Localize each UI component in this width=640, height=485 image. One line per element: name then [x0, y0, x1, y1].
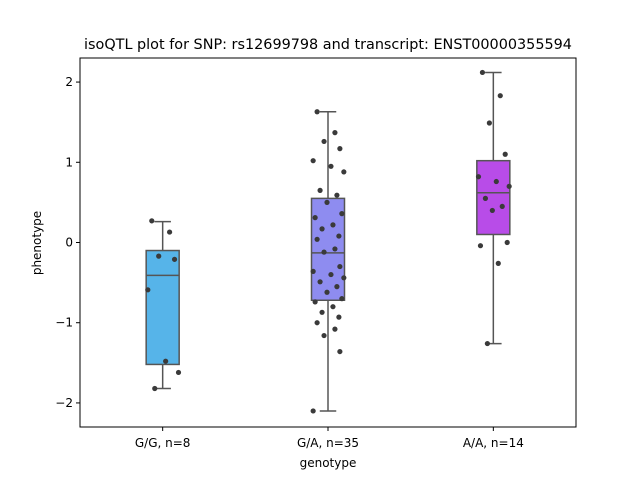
data-point: [336, 233, 342, 239]
data-point: [314, 109, 320, 115]
data-point: [337, 348, 343, 355]
data-point: [495, 260, 501, 266]
data-point: [328, 271, 334, 278]
x-tick-label: G/A, n=35: [297, 436, 359, 450]
data-point: [312, 299, 318, 305]
x-axis: G/G, n=8 G/A, n=35 A/A, n=14: [135, 427, 524, 450]
data-point: [477, 243, 484, 249]
x-tick-label: A/A, n=14: [463, 436, 524, 450]
plot-area: [145, 69, 512, 414]
data-point: [504, 239, 510, 246]
data-point: [336, 314, 342, 320]
box-iqr: [310, 197, 346, 302]
data-point: [337, 146, 343, 152]
y-tick-label: 0: [65, 236, 73, 250]
data-point: [321, 332, 327, 339]
y-axis-label: phenotype: [30, 211, 44, 275]
data-point: [171, 256, 178, 262]
data-point: [334, 284, 340, 290]
data-point: [332, 246, 338, 252]
data-point: [328, 163, 334, 169]
box-iqr: [145, 249, 180, 366]
data-point: [310, 408, 316, 414]
data-point: [314, 236, 320, 242]
data-point: [163, 358, 169, 364]
data-point: [334, 192, 340, 198]
data-point: [317, 187, 323, 193]
data-point: [341, 169, 347, 175]
data-point: [330, 304, 336, 310]
y-tick-label: −2: [55, 396, 73, 410]
y-axis: −2 −1 0 1 2: [55, 75, 80, 410]
data-point: [149, 218, 155, 224]
data-point: [321, 249, 327, 255]
box-group: [475, 69, 512, 347]
data-point: [339, 211, 345, 217]
data-point: [330, 222, 336, 228]
data-point: [314, 320, 320, 326]
data-point: [321, 138, 327, 145]
data-point: [332, 326, 338, 332]
data-point: [166, 229, 173, 235]
x-axis-label: genotype: [300, 456, 357, 470]
data-point: [312, 215, 318, 221]
box-group: [145, 218, 182, 392]
data-point: [337, 263, 343, 270]
data-point: [145, 287, 151, 293]
data-point: [489, 207, 495, 214]
data-point: [317, 279, 323, 285]
data-point: [497, 93, 503, 99]
data-point: [484, 340, 490, 347]
data-point: [324, 199, 330, 205]
box-iqr: [476, 159, 511, 236]
data-point: [499, 203, 505, 210]
data-point: [156, 253, 162, 259]
data-point: [324, 289, 330, 295]
data-point: [493, 178, 499, 185]
x-tick-label: G/G, n=8: [135, 436, 191, 450]
box-group: [310, 109, 347, 414]
y-tick-label: 1: [65, 155, 73, 169]
data-point: [506, 183, 512, 189]
data-point: [502, 151, 508, 157]
data-point: [310, 158, 316, 164]
data-point: [475, 174, 482, 180]
data-point: [486, 120, 492, 126]
data-point: [339, 296, 345, 302]
data-point: [152, 385, 158, 392]
data-point: [482, 195, 489, 201]
data-point: [341, 275, 347, 281]
y-tick-label: 2: [65, 75, 73, 89]
data-point: [310, 268, 316, 274]
y-tick-label: −1: [55, 316, 73, 330]
data-point: [175, 369, 182, 376]
chart-title: isoQTL plot for SNP: rs12699798 and tran…: [84, 37, 572, 53]
data-point: [332, 130, 338, 136]
data-point: [319, 309, 325, 315]
data-point: [479, 69, 486, 76]
data-point: [319, 226, 325, 232]
